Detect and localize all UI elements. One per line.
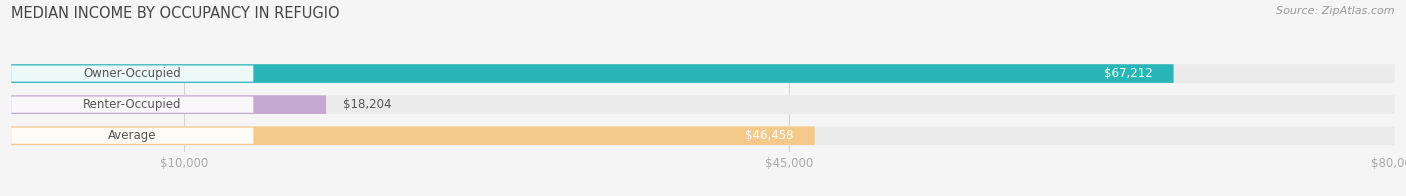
Text: Owner-Occupied: Owner-Occupied [83,67,181,80]
FancyBboxPatch shape [11,65,253,82]
Text: $46,458: $46,458 [745,129,794,142]
Text: MEDIAN INCOME BY OCCUPANCY IN REFUGIO: MEDIAN INCOME BY OCCUPANCY IN REFUGIO [11,6,340,21]
Text: Source: ZipAtlas.com: Source: ZipAtlas.com [1277,6,1395,16]
Text: Average: Average [108,129,156,142]
FancyBboxPatch shape [11,128,253,144]
FancyBboxPatch shape [11,64,1174,83]
FancyBboxPatch shape [11,126,814,145]
Text: Renter-Occupied: Renter-Occupied [83,98,181,111]
FancyBboxPatch shape [11,126,1395,145]
FancyBboxPatch shape [11,95,326,114]
Text: $67,212: $67,212 [1104,67,1153,80]
FancyBboxPatch shape [11,64,1395,83]
Text: $18,204: $18,204 [343,98,392,111]
FancyBboxPatch shape [11,95,1395,114]
FancyBboxPatch shape [11,97,253,113]
